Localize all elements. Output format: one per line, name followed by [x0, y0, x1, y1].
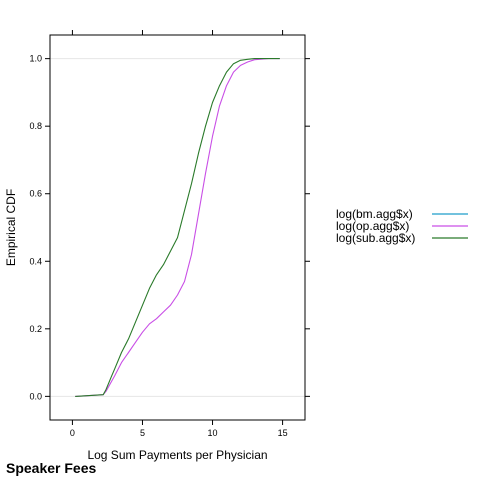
- y-axis-label: Empirical CDF: [4, 189, 18, 266]
- y-tick-label: 0.8: [29, 121, 42, 131]
- legend-label: log(bm.agg$x): [336, 207, 413, 221]
- y-tick-label: 0.0: [29, 391, 42, 401]
- y-tick-label: 1.0: [29, 54, 42, 64]
- x-tick-label: 0: [70, 428, 75, 438]
- chart-caption: Speaker Fees: [6, 460, 97, 476]
- legend-label: log(sub.agg$x): [336, 231, 415, 245]
- x-tick-label: 5: [140, 428, 145, 438]
- x-tick-label: 10: [208, 428, 218, 438]
- y-tick-label: 0.4: [29, 256, 42, 266]
- y-tick-label: 0.6: [29, 189, 42, 199]
- x-axis-label: Log Sum Payments per Physician: [87, 448, 267, 462]
- x-tick-label: 15: [278, 428, 288, 438]
- plot-frame: [49, 34, 306, 421]
- series-line-2: [75, 58, 280, 397]
- y-tick-label: 0.2: [29, 324, 42, 334]
- series-line-1: [75, 58, 280, 397]
- legend-label: log(op.agg$x): [336, 219, 409, 233]
